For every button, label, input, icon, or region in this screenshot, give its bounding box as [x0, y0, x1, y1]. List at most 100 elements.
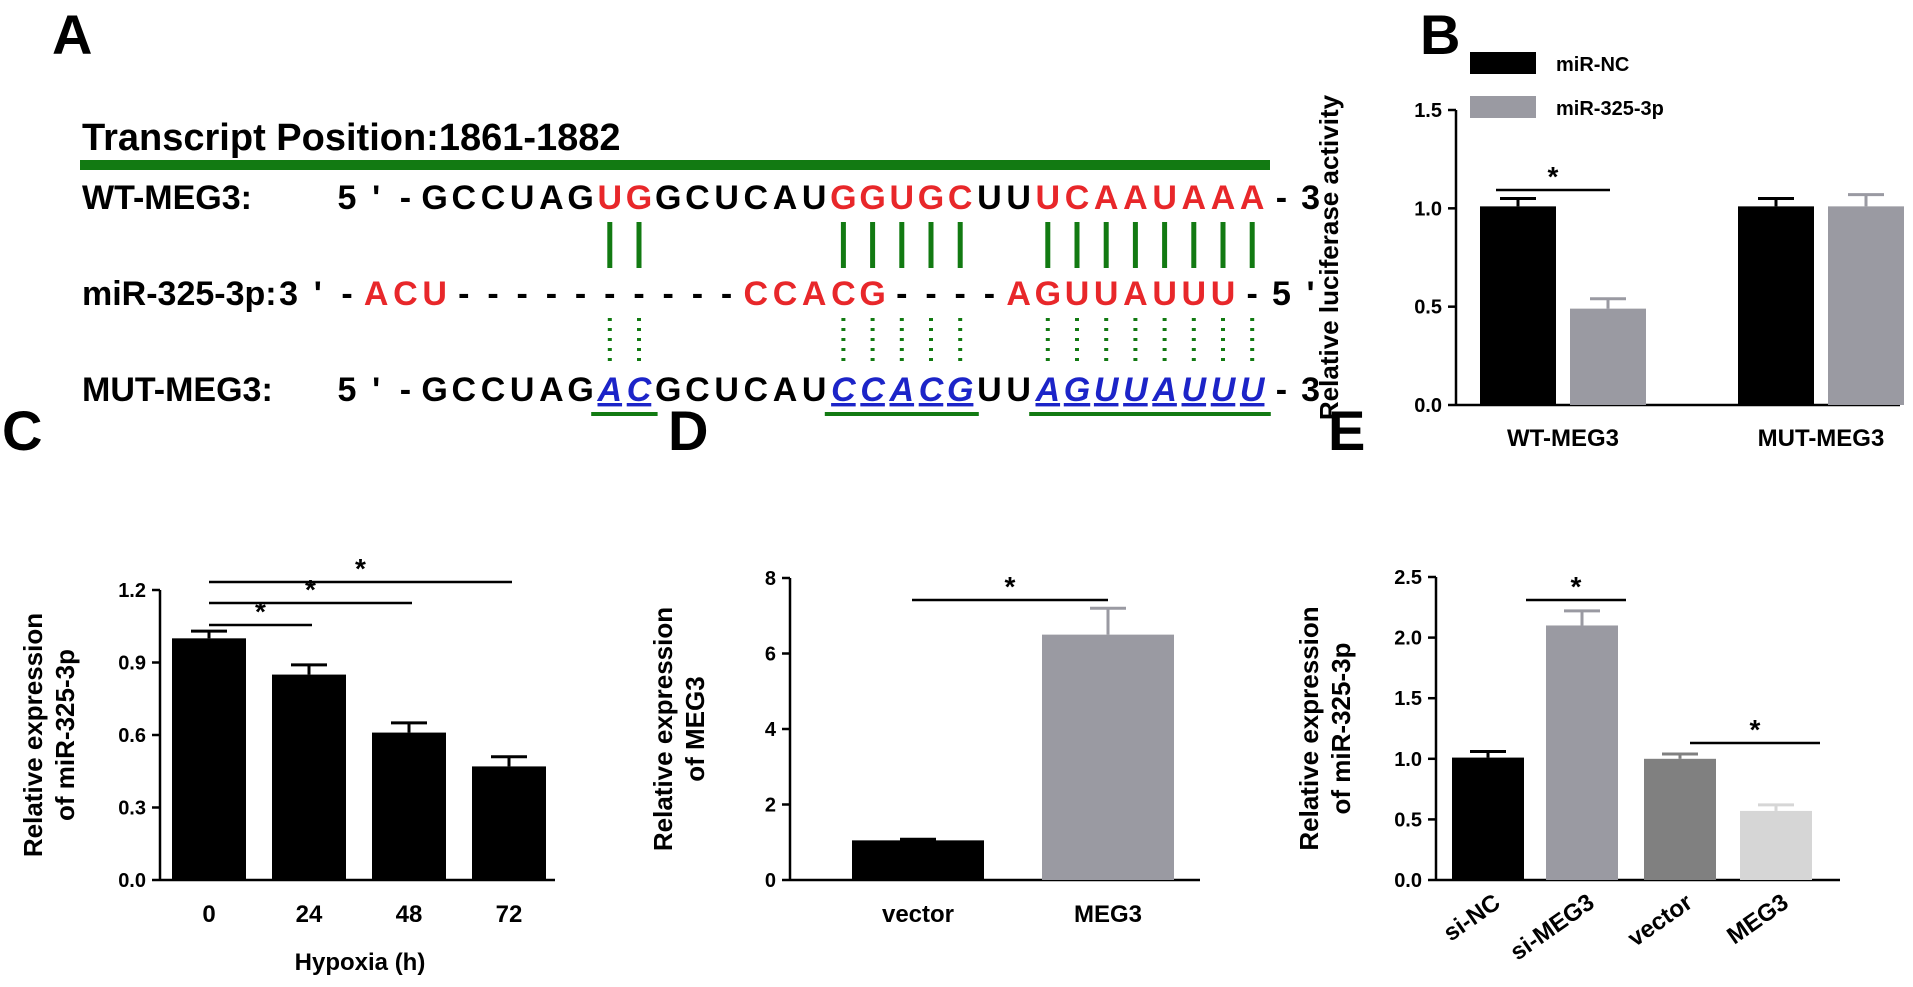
y-tick-label: 2 [765, 795, 776, 817]
panel-c-label: C [2, 399, 43, 462]
y-axis-title: Relative expression [18, 613, 48, 857]
nucleotide: U [1240, 371, 1266, 409]
y-tick-label: 8 [765, 568, 776, 590]
nucleotide: G [655, 371, 681, 409]
bar [1570, 308, 1646, 405]
nucleotide: U [1036, 179, 1061, 217]
significance-star: * [1750, 714, 1761, 745]
nucleotide: G [830, 179, 856, 217]
significance-star: * [1548, 161, 1559, 192]
nucleotide: U [802, 371, 827, 409]
panel-d-label: D [668, 399, 709, 462]
mir-325-3p-label: miR-325-3p: [82, 275, 277, 313]
nucleotide: - [487, 275, 498, 313]
nucleotide: A [364, 275, 389, 313]
y-axis-title: of MEG3 [680, 676, 710, 781]
nucleotide: U [977, 179, 1002, 217]
x-tick-label: si-MEG3 [1505, 889, 1599, 966]
nucleotide: G [655, 179, 681, 217]
y-tick-label: 0.5 [1394, 809, 1422, 831]
significance-star: * [1571, 571, 1582, 602]
bar [472, 766, 546, 880]
y-tick-label: 0.6 [118, 725, 146, 747]
bar [1828, 206, 1904, 405]
legend-swatch [1470, 52, 1536, 74]
y-axis-title: of miR-325-3p [1326, 643, 1356, 815]
nucleotide: - [400, 179, 411, 217]
nucleotide: - [458, 275, 469, 313]
nucleotide: C [481, 371, 506, 409]
nucleotide: A [1182, 179, 1207, 217]
significance-star: * [255, 596, 266, 627]
transcript-bar [80, 160, 1270, 170]
nucleotide: C [627, 371, 652, 409]
nucleotide: C [919, 371, 944, 409]
nucleotide: U [1123, 371, 1149, 409]
nucleotide: ' [372, 371, 380, 409]
nucleotide: - [1247, 275, 1258, 313]
y-tick-label: 0.0 [118, 870, 146, 892]
nucleotide: C [393, 275, 418, 313]
nucleotide: C [452, 179, 477, 217]
nucleotide: U [1211, 371, 1237, 409]
y-tick-label: 0.0 [1394, 870, 1422, 892]
nucleotide: U [422, 275, 447, 313]
nucleotide: - [633, 275, 644, 313]
nucleotide: C [685, 179, 710, 217]
y-axis-title: Relative expression [648, 607, 678, 851]
nucleotide: - [341, 275, 352, 313]
x-tick-label: vector [882, 901, 954, 928]
nucleotide: C [481, 179, 506, 217]
nucleotide: G [859, 179, 885, 217]
nucleotide: C [744, 275, 769, 313]
nucleotide: - [984, 275, 995, 313]
legend-label: miR-NC [1556, 54, 1629, 76]
y-tick-label: 0.0 [1414, 395, 1442, 417]
nucleotide: U [1211, 275, 1236, 313]
bar [1546, 625, 1618, 880]
bar [372, 732, 446, 880]
nucleotide: U [977, 371, 1002, 409]
nucleotide: U [510, 179, 535, 217]
legend-label: miR-325-3p [1556, 98, 1664, 120]
nucleotide: - [721, 275, 732, 313]
nucleotide: G [859, 275, 885, 313]
panel-a-label: A [52, 3, 93, 66]
nucleotide: - [692, 275, 703, 313]
mir-325-3p-sequence: 3 ' - A C U - - - - - - - - - - C C A C G - - - - A G U U A U U U -5 ' [279, 275, 1315, 313]
nucleotide: - [896, 275, 907, 313]
nucleotide: C [860, 371, 885, 409]
nucleotide: A [889, 371, 915, 409]
nucleotide: A [539, 179, 564, 217]
y-tick-label: 4 [765, 719, 777, 741]
nucleotide: A [802, 275, 827, 313]
nucleotide: A [1035, 371, 1061, 409]
x-tick-label: MEG3 [1722, 889, 1793, 950]
y-axis-title: Relative luciferase activity [1314, 94, 1344, 420]
nucleotide: C [685, 371, 710, 409]
y-tick-label: 0.9 [118, 653, 146, 675]
y-tick-label: 1.2 [118, 580, 146, 602]
nucleotide: C [452, 371, 477, 409]
nucleotide: ' [314, 275, 322, 313]
nucleotide: G [567, 371, 593, 409]
nucleotide: U [1152, 275, 1177, 313]
nucleotide: 5 [338, 371, 357, 409]
nucleotide: U [1065, 275, 1090, 313]
nucleotide: - [663, 275, 674, 313]
nucleotide: - [955, 275, 966, 313]
nucleotide: A [1240, 179, 1265, 217]
significance-star: * [305, 574, 316, 605]
bar [1738, 206, 1814, 405]
nucleotide: A [773, 179, 798, 217]
panel-e-label: E [1328, 399, 1366, 462]
nucleotide: U [1006, 371, 1031, 409]
nucleotide: G [421, 371, 447, 409]
y-tick-label: 1.5 [1414, 100, 1442, 122]
x-tick-label: 0 [202, 901, 215, 928]
chart-c: 0.0 0.3 0.6 0.9 1.2 Relative expression of miR… [18, 553, 555, 976]
y-tick-label: 1.0 [1414, 198, 1442, 220]
